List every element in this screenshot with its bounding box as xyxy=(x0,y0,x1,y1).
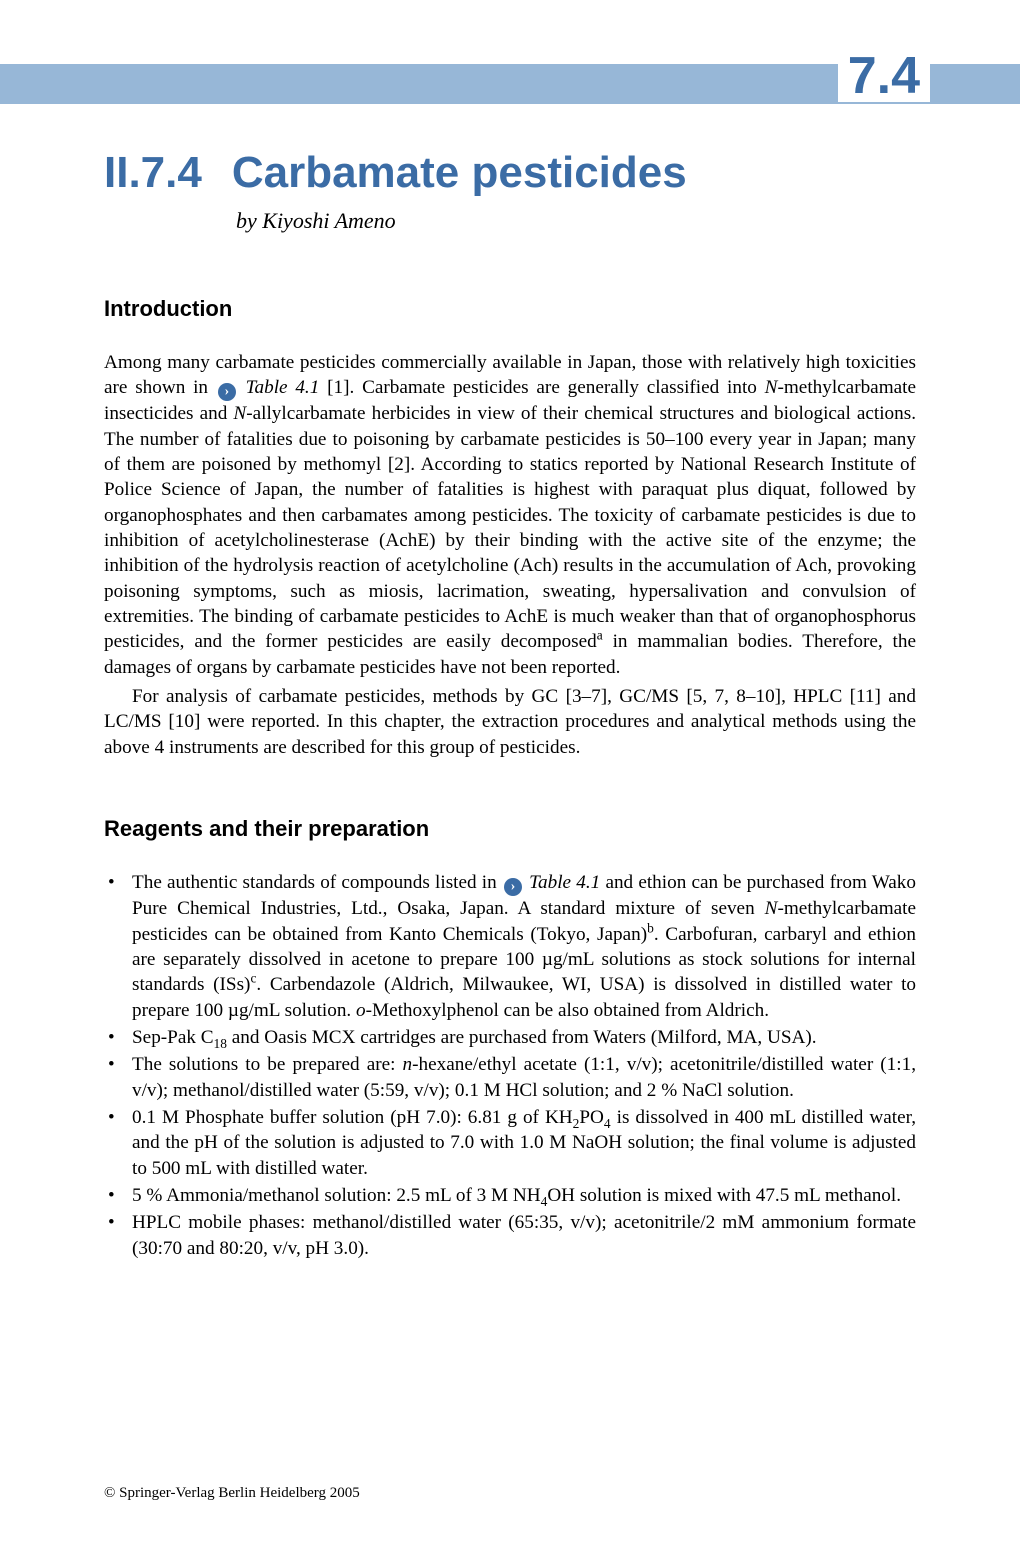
list-item: The authentic standards of compounds lis… xyxy=(104,870,916,1023)
list-item: HPLC mobile phases: methanol/distilled w… xyxy=(104,1210,916,1261)
chapter-title: II.7.4 Carbamate pesticides xyxy=(104,148,916,198)
section-heading-introduction: Introduction xyxy=(104,296,916,322)
chapter-number: II.7.4 xyxy=(104,148,202,198)
xref-table-4-1: Table 4.1 xyxy=(529,872,600,893)
xref-chevron-icon: › xyxy=(218,383,236,401)
intro-paragraph-1: Among many carbamate pesticides commerci… xyxy=(104,350,916,680)
list-item: 5 % Ammonia/methanol solution: 2.5 mL of… xyxy=(104,1183,916,1208)
chapter-title-text: Carbamate pesticides xyxy=(232,148,687,197)
list-item: The solutions to be prepared are: n-hexa… xyxy=(104,1052,916,1103)
xref-table-4-1: Table 4.1 xyxy=(246,377,320,398)
page-content: II.7.4 Carbamate pesticides by Kiyoshi Am… xyxy=(104,148,916,1263)
section-heading-reagents: Reagents and their preparation xyxy=(104,816,916,842)
list-item: 0.1 M Phosphate buffer solution (pH 7.0)… xyxy=(104,1105,916,1181)
intro-paragraph-2: For analysis of carbamate pesticides, me… xyxy=(104,684,916,760)
reagents-list: The authentic standards of compounds lis… xyxy=(104,870,916,1261)
author-byline: by Kiyoshi Ameno xyxy=(236,208,916,234)
copyright-line: © Springer-Verlag Berlin Heidelberg 2005 xyxy=(104,1485,360,1502)
list-item: Sep-Pak C18 and Oasis MCX cartridges are… xyxy=(104,1025,916,1050)
xref-chevron-icon: › xyxy=(504,878,522,896)
chapter-tab-number: 7.4 xyxy=(838,50,930,102)
